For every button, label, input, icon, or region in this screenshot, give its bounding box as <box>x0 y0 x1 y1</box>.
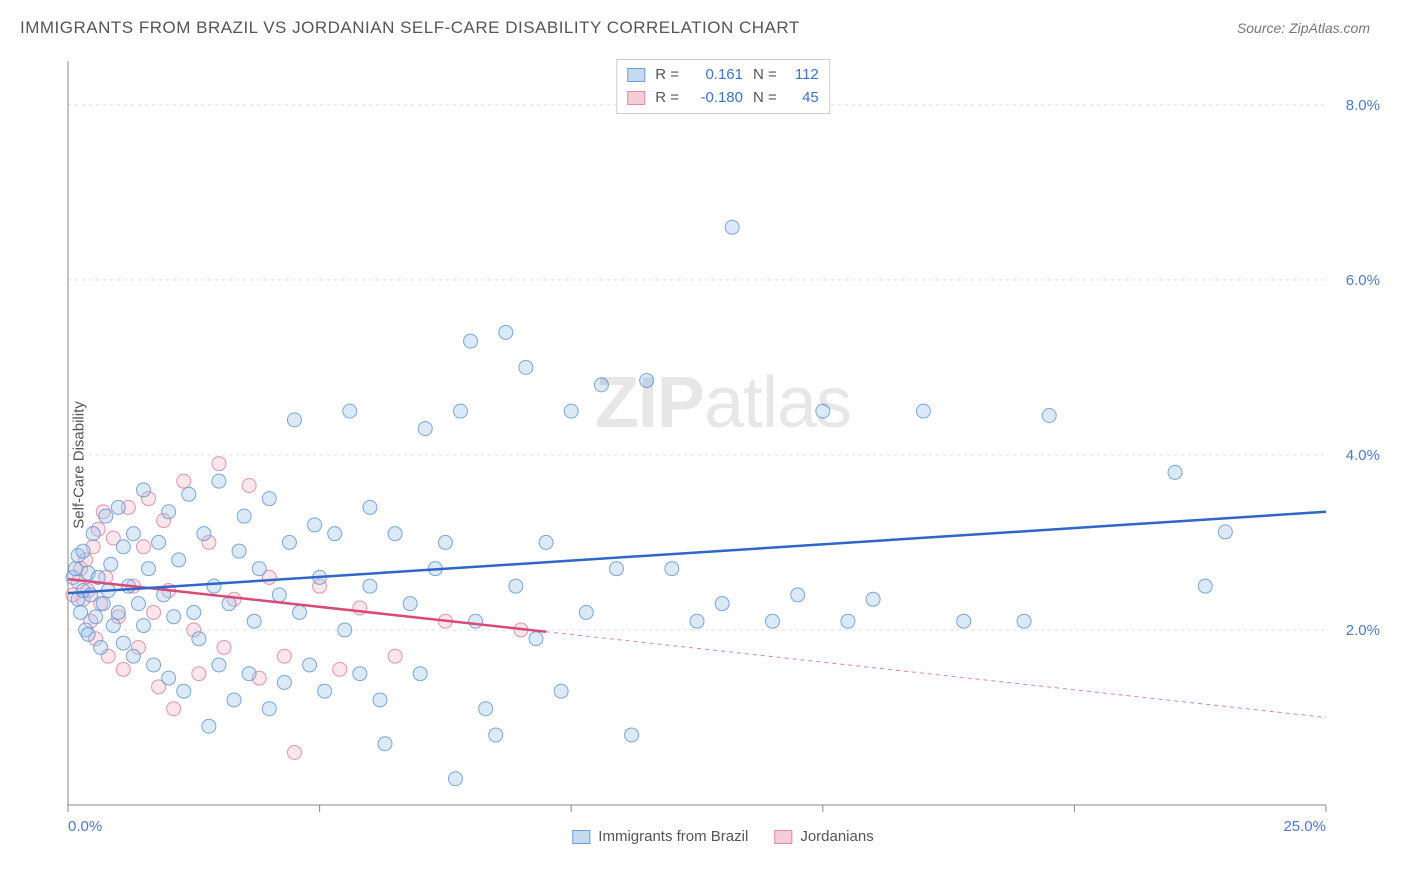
plot-region: 0.0%25.0%2.0%4.0%6.0%8.0% ZIPatlas R = 0… <box>60 55 1386 845</box>
n-value-b: 45 <box>783 87 819 110</box>
n-label: N = <box>753 64 777 87</box>
svg-text:2.0%: 2.0% <box>1346 622 1380 639</box>
series-b-name: Jordanians <box>800 828 873 845</box>
r-value-a: 0.161 <box>685 64 743 87</box>
swatch-a-icon <box>572 830 590 844</box>
chart-area: Self-Care Disability 0.0%25.0%2.0%4.0%6.… <box>20 55 1386 875</box>
svg-text:0.0%: 0.0% <box>68 818 102 835</box>
r-value-b: -0.180 <box>685 87 743 110</box>
swatch-b-icon <box>774 830 792 844</box>
series-legend: Immigrants from Brazil Jordanians <box>572 828 873 845</box>
swatch-a-icon <box>627 68 645 82</box>
svg-text:8.0%: 8.0% <box>1346 97 1380 114</box>
n-value-a: 112 <box>783 64 819 87</box>
legend-row-b: R = -0.180 N = 45 <box>627 87 819 110</box>
scatter-svg: 0.0% 25.0% 2.0% 4.0% 6.0% 8.0% <box>60 55 1386 845</box>
svg-text:6.0%: 6.0% <box>1346 272 1380 289</box>
source-label: Source: ZipAtlas.com <box>1237 20 1370 36</box>
chart-header: IMMIGRANTS FROM BRAZIL VS JORDANIAN SELF… <box>0 0 1406 48</box>
legend-item-b: Jordanians <box>774 828 873 845</box>
svg-text:25.0%: 25.0% <box>1283 818 1326 835</box>
chart-title: IMMIGRANTS FROM BRAZIL VS JORDANIAN SELF… <box>20 18 800 38</box>
correlation-legend: R = 0.161 N = 112 R = -0.180 N = 45 <box>616 59 830 114</box>
n-label: N = <box>753 87 777 110</box>
series-a-name: Immigrants from Brazil <box>598 828 748 845</box>
svg-text:4.0%: 4.0% <box>1346 447 1380 464</box>
swatch-b-icon <box>627 91 645 105</box>
legend-item-a: Immigrants from Brazil <box>572 828 748 845</box>
r-label: R = <box>655 64 679 87</box>
r-label: R = <box>655 87 679 110</box>
legend-row-a: R = 0.161 N = 112 <box>627 64 819 87</box>
